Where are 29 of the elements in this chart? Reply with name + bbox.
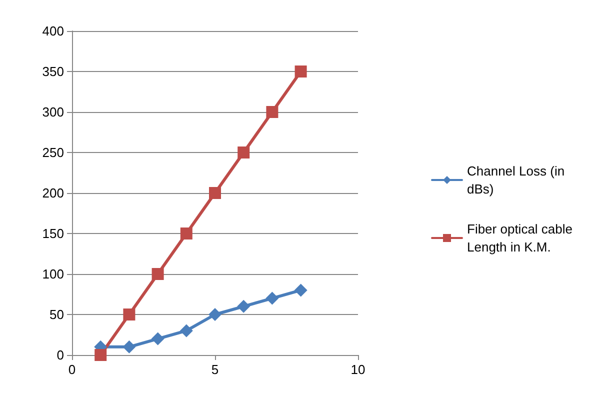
y-tick-label: 400 xyxy=(42,24,64,38)
point xyxy=(180,324,193,338)
y-tick-label: 300 xyxy=(42,104,64,120)
point xyxy=(94,349,107,361)
y-tick-label: 250 xyxy=(42,145,64,160)
y-tick-label: 350 xyxy=(42,64,64,79)
point xyxy=(180,228,192,240)
point xyxy=(294,66,307,78)
y-tick-label: 0 xyxy=(56,348,64,362)
point xyxy=(152,268,164,280)
x-tick-label: 0 xyxy=(68,362,76,377)
point xyxy=(238,146,250,158)
point xyxy=(122,340,136,354)
point xyxy=(151,332,164,346)
x-tick-label: 5 xyxy=(211,362,219,377)
point xyxy=(294,284,308,297)
point xyxy=(123,308,136,320)
x-tick-label: 10 xyxy=(350,362,366,377)
y-tick-label: 100 xyxy=(42,266,64,282)
y-tick-label: 150 xyxy=(42,226,64,241)
legend-label: Channel Loss (in dBs) xyxy=(467,164,568,196)
y-tick-label: 200 xyxy=(42,186,64,200)
point xyxy=(237,300,250,313)
y-tick-label: 50 xyxy=(50,307,64,322)
legend-label: Fiber optical cable Length in K.M. xyxy=(467,222,576,254)
point xyxy=(208,308,222,321)
point xyxy=(209,187,221,199)
point xyxy=(266,292,279,305)
point xyxy=(266,106,278,118)
